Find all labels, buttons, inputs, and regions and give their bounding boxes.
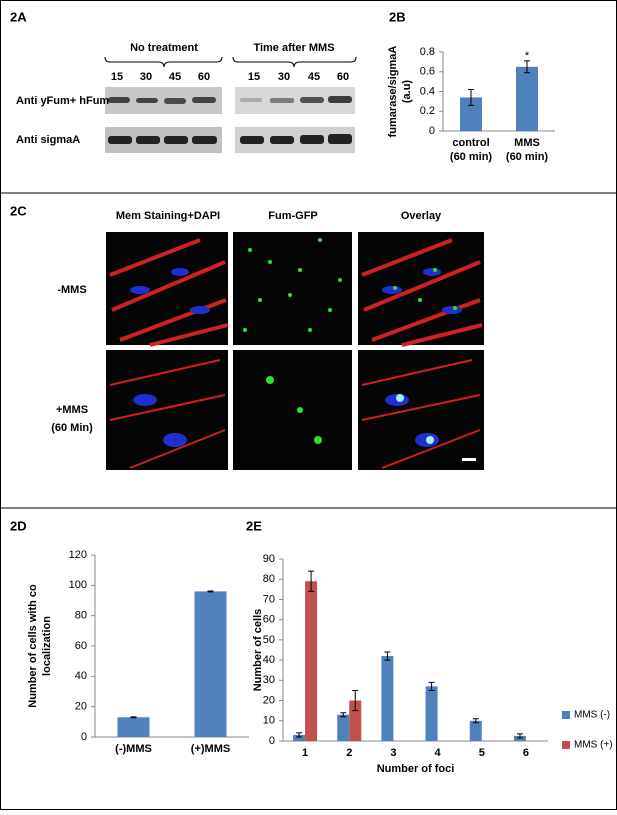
y-tick-label: 0: [81, 731, 87, 743]
y-tick-label: 50: [263, 634, 275, 646]
error-bar: [130, 716, 137, 719]
bar: [305, 581, 318, 741]
group-title: Time after MMS: [253, 42, 334, 54]
y-tick-label: 30: [263, 674, 275, 686]
x-tick-label: (-)MMS: [115, 743, 152, 755]
y-tick-label: 60: [75, 640, 87, 652]
x-tick-label: 4: [435, 747, 442, 759]
error-bar: [308, 570, 315, 592]
error-bar: [207, 590, 214, 593]
bar: [117, 717, 150, 737]
annotation: *: [525, 50, 530, 62]
y-tick-label: 10: [263, 715, 275, 727]
legend-swatch: [562, 741, 570, 749]
legend-label: MMS (-): [574, 710, 610, 721]
lane-label: 60: [337, 71, 349, 83]
y-tick-label: 0.6: [420, 66, 435, 78]
y-axis-label: Number of cells: [252, 609, 264, 692]
row-label: Anti yFum+ hFum: [16, 95, 109, 107]
y-tick-label: 70: [263, 593, 275, 605]
y-tick-label: 120: [69, 549, 87, 561]
error-bar: [472, 718, 479, 724]
y-tick-label: 40: [75, 670, 87, 682]
y-tick-label: 40: [263, 654, 275, 666]
x-tick-label: MMS: [514, 137, 540, 149]
bar: [469, 720, 482, 741]
bar: [516, 66, 538, 131]
x-tick-label: control: [452, 137, 489, 149]
error-bar: [352, 689, 359, 712]
lane-label: 60: [198, 71, 210, 83]
panel-label: 2A: [10, 9, 27, 24]
error-bar: [516, 733, 523, 739]
lane-label: 15: [248, 71, 260, 83]
bar: [381, 656, 394, 741]
x-axis-label: Number of foci: [377, 763, 455, 775]
column-header: Overlay: [401, 210, 442, 222]
panel-label: 2B: [389, 9, 406, 24]
row-label: +MMS: [56, 404, 88, 416]
y-tick-label: 0.8: [420, 46, 435, 58]
row-label: -MMS: [57, 284, 86, 296]
y-axis-label: Number of cells with co: [27, 584, 39, 708]
column-header: Mem Staining+DAPI: [116, 210, 220, 222]
x-tick-label: 3: [390, 747, 396, 759]
x-tick-label: (60 min): [450, 151, 493, 163]
error-bar: [384, 651, 391, 661]
blots: [104, 56, 357, 153]
y-tick-label: 0: [429, 125, 435, 137]
y-tick-label: 60: [263, 614, 275, 626]
error-bar: [296, 732, 303, 738]
legend-swatch: [562, 711, 570, 719]
bar: [194, 591, 227, 737]
x-tick-label: (60 min): [506, 151, 549, 163]
bar: [293, 734, 306, 741]
panel-label: 2E: [246, 518, 262, 533]
bar: [425, 686, 438, 741]
x-tick-label: 2: [346, 747, 352, 759]
y-axis-label: (a.u): [401, 80, 413, 104]
lane-label: 45: [169, 71, 181, 83]
y-tick-label: 0.4: [420, 85, 435, 97]
y-tick-label: 0: [269, 735, 275, 747]
x-tick-label: 6: [523, 747, 529, 759]
row-label: (60 Min): [51, 422, 93, 434]
x-tick-label: 5: [479, 747, 485, 759]
bar: [513, 735, 526, 741]
error-bar: [524, 60, 530, 74]
group-title: No treatment: [130, 42, 198, 54]
y-tick-label: 80: [75, 610, 87, 622]
y-tick-label: 80: [263, 573, 275, 585]
column-header: Fum-GFP: [268, 210, 318, 222]
bar: [337, 714, 350, 741]
error-bar: [468, 89, 474, 106]
micrographs: [106, 232, 484, 470]
y-tick-label: 0.2: [420, 105, 435, 117]
lane-label: 15: [111, 71, 123, 83]
row-label: Anti sigmaA: [16, 134, 80, 146]
panel-label: 2D: [10, 518, 27, 533]
y-tick-label: 100: [69, 579, 87, 591]
lane-label: 45: [308, 71, 320, 83]
x-tick-label: (+)MMS: [191, 743, 230, 755]
lane-label: 30: [278, 71, 290, 83]
y-axis-label: fumarase/sigmaA: [387, 46, 399, 138]
panel-label: 2C: [10, 203, 27, 218]
error-bar: [428, 681, 435, 691]
error-bar: [340, 712, 347, 718]
y-tick-label: 90: [263, 553, 275, 565]
x-tick-label: 1: [302, 747, 308, 759]
y-tick-label: 20: [75, 701, 87, 713]
bar: [460, 97, 482, 131]
legend-label: MMS (+): [574, 740, 613, 751]
lane-label: 30: [140, 71, 152, 83]
y-tick-label: 20: [263, 694, 275, 706]
y-axis-label: localization: [41, 616, 53, 676]
